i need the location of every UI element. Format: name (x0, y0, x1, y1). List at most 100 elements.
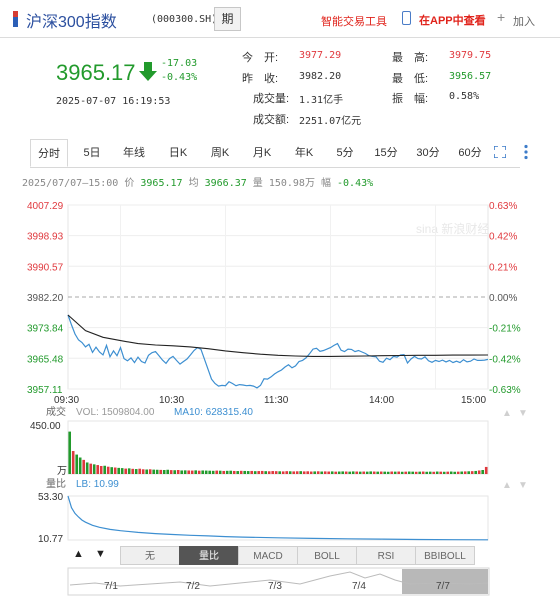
volume-bar (211, 470, 215, 474)
navigator-window[interactable] (402, 569, 488, 594)
volume-bar (71, 451, 75, 474)
pct-tick-label: -0.21% (489, 324, 521, 335)
volume-bar (309, 471, 313, 474)
price-tick-label: 3998.93 (27, 232, 64, 243)
volume-bar (225, 470, 229, 474)
volume-bar (470, 471, 474, 474)
tab-daily-k[interactable]: 日K (168, 147, 188, 159)
cursor-vol: 150.98万 (268, 178, 315, 189)
price-tick-label: 4007.29 (27, 201, 64, 212)
cursor-avg-label: 均 (188, 178, 199, 189)
prev-close-value: 3982.20 (299, 71, 342, 82)
price-plot-frame (67, 204, 489, 390)
volume-bar (204, 470, 208, 474)
volume-bar (313, 471, 316, 474)
volume-bar (267, 471, 271, 474)
cursor-pct-label: 幅 (320, 178, 331, 189)
date-navigator: 7/1 7/2 7/3 7/4 7/7 (67, 567, 490, 596)
ratio-up-icon[interactable]: ▲ (502, 480, 512, 491)
volume-bar (463, 471, 467, 474)
volume-bar (222, 470, 225, 474)
volume-bar (159, 469, 162, 474)
tab-yearly-k[interactable]: 年K (294, 147, 314, 159)
volume-plot-frame (67, 420, 489, 475)
add-watchlist-button[interactable]: 加入 (513, 16, 535, 28)
volume-bar (306, 471, 309, 474)
volume-bar (117, 467, 120, 474)
cursor-pct: -0.43% (337, 178, 374, 189)
tab-5day[interactable]: 5日 (83, 147, 101, 159)
indicator-tab-macd[interactable]: MACD (238, 546, 298, 565)
low-value: 3956.57 (449, 71, 492, 82)
futures-tab[interactable]: 期 (214, 7, 241, 31)
ratio-title: 量比 (46, 478, 66, 490)
volume-bar (218, 470, 222, 474)
high-label: 最 高: (392, 52, 429, 64)
plus-icon[interactable]: + (497, 9, 506, 25)
ratio-down-icon[interactable]: ▼ (518, 480, 528, 491)
indicator-tab-boll[interactable]: BOLL (297, 546, 357, 565)
time-tick-label: 14:00 (369, 395, 394, 406)
ratio-ymax: 53.30 (38, 492, 63, 503)
indicator-tab-volume-ratio[interactable]: 量比 (179, 546, 239, 565)
triangle-up-icon[interactable]: ▲ (73, 548, 84, 560)
time-tick-label: 11:30 (264, 395, 289, 406)
volume-bar (155, 469, 159, 474)
tab-monthly-k[interactable]: 月K (252, 147, 272, 159)
volume-bar (152, 469, 155, 474)
tab-30min[interactable]: 30分 (416, 147, 440, 159)
volume-bar (393, 471, 397, 474)
volume-bar (425, 471, 428, 474)
volume-bar (327, 471, 330, 474)
amplitude-value: 0.58% (449, 91, 480, 102)
navigator-date-label: 7/4 (352, 581, 366, 592)
volume-value: 1.31亿手 (299, 95, 344, 106)
tab-year-line[interactable]: 年线 (123, 147, 145, 159)
volume-ymax: 450.00 (30, 421, 61, 432)
price-change-pct: -0.43% (161, 72, 198, 83)
volume-bar (190, 470, 194, 474)
volume-bar (103, 465, 106, 474)
navigator-frame (67, 567, 490, 596)
volume-bar (173, 470, 176, 474)
indicator-tab-rsi[interactable]: RSI (356, 546, 416, 565)
cursor-avg: 3966.37 (204, 178, 247, 189)
volume-bar (320, 471, 323, 474)
volume-bar (229, 470, 232, 474)
down-arrow-icon (139, 62, 157, 81)
volume-bar (414, 471, 418, 474)
volume-bar (201, 470, 204, 474)
volume-bar (239, 470, 243, 474)
fullscreen-icon[interactable] (494, 146, 506, 158)
time-tick-label: 10:30 (159, 395, 184, 406)
volume-bar (271, 471, 274, 474)
more-icon[interactable] (524, 144, 528, 160)
indicator-tab-bbiboll[interactable]: BBIBOLL (415, 546, 475, 565)
volume-bar (348, 471, 351, 474)
volume-up-icon[interactable]: ▲ (502, 408, 512, 419)
tab-intraday[interactable]: 分时 (30, 139, 68, 167)
tab-5min[interactable]: 5分 (336, 147, 354, 159)
indicator-tab-none[interactable]: 无 (120, 546, 180, 565)
price-tick-label: 3973.84 (27, 324, 64, 335)
tab-60min[interactable]: 60分 (458, 147, 482, 159)
volume-bar (166, 469, 169, 474)
pct-tick-label: 0.42% (489, 232, 517, 243)
volume-bar (351, 471, 355, 474)
triangle-down-icon[interactable]: ▼ (95, 548, 106, 560)
tab-weekly-k[interactable]: 周K (210, 147, 230, 159)
volume-bar (169, 470, 173, 474)
trade-tools-link[interactable]: 智能交易工具 (321, 16, 387, 28)
price-line (67, 314, 489, 389)
volume-bar (131, 468, 134, 474)
period-tabs: 分时 5日 年线 日K 周K 月K 年K 5分 15分 30分 60分 (30, 139, 520, 168)
price-tick-label: 3965.48 (27, 354, 64, 365)
tab-15min[interactable]: 15分 (374, 147, 398, 159)
open-value: 3977.29 (299, 50, 342, 61)
view-in-app-link[interactable]: 在APP中查看 (419, 15, 486, 27)
volume-down-icon[interactable]: ▼ (518, 408, 528, 419)
pct-tick-label: 0.21% (489, 262, 517, 273)
volume-bar (474, 470, 477, 474)
volume-bar (453, 471, 456, 474)
volume-bar (439, 471, 442, 474)
